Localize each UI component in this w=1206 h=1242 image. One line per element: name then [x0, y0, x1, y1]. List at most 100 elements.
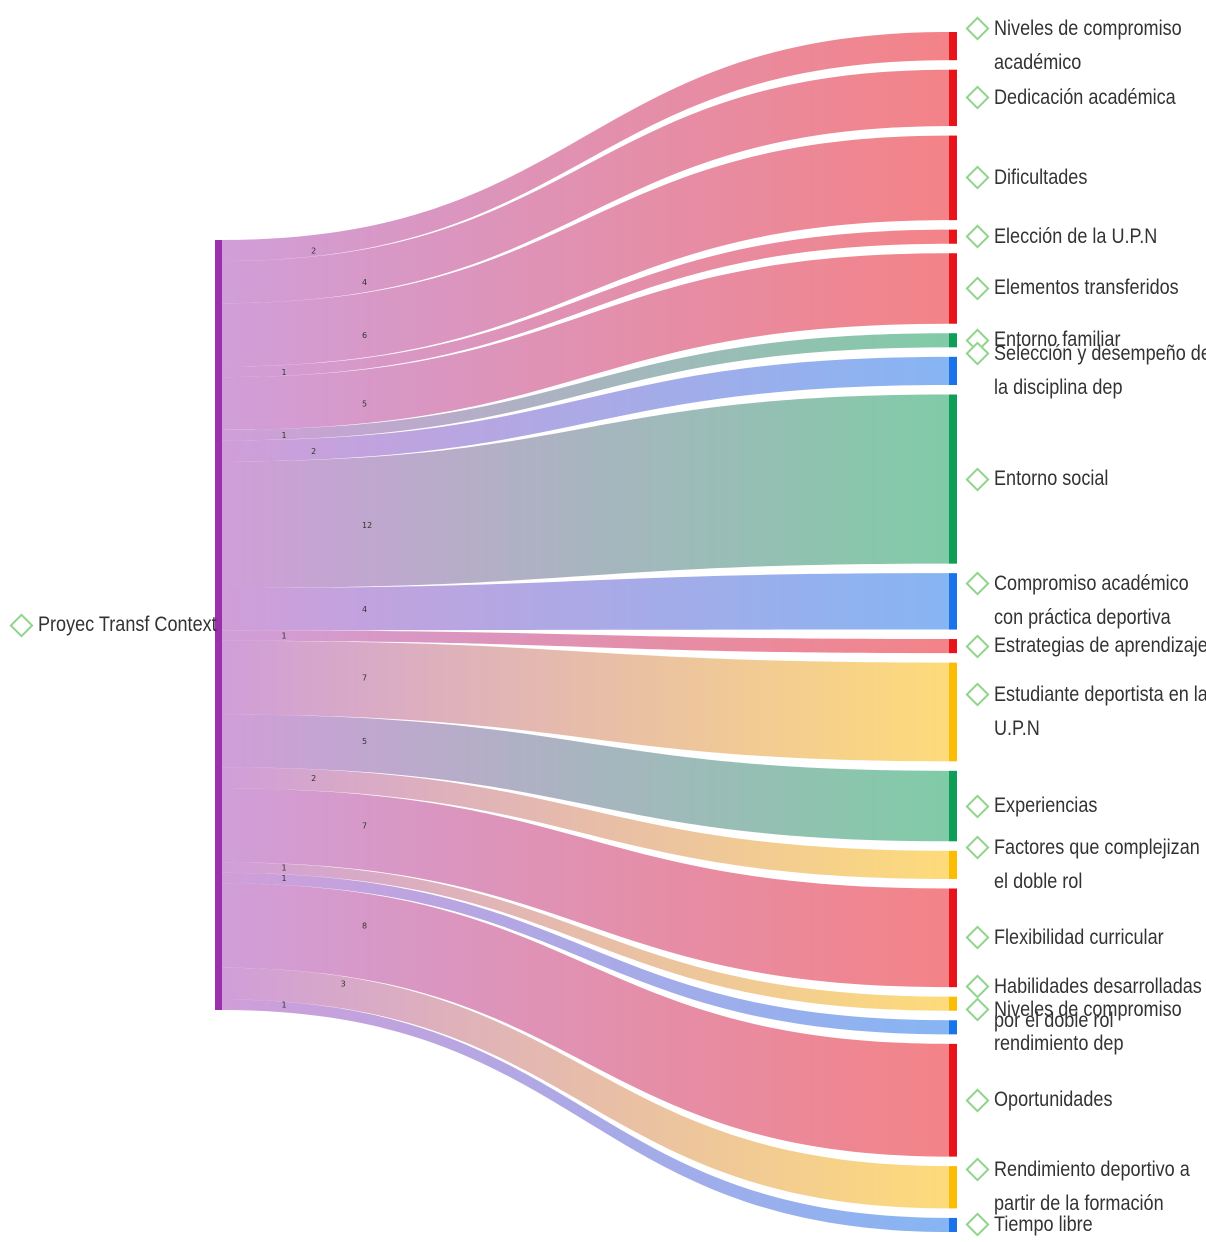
target-node-label: Rendimiento deportivo a partir de la form… [994, 1153, 1190, 1221]
target-node-label: Factores que complejizan el doble rol [994, 831, 1200, 899]
target-node-label-line: Elección de la U.P.N [994, 224, 1158, 248]
target-node-label-line: U.P.N [994, 716, 1040, 740]
sankey-link[interactable] [222, 229, 949, 378]
target-node-label: Elección de la U.P.N [994, 220, 1157, 254]
link-value-label: 12 [362, 521, 372, 530]
target-node-bar[interactable] [949, 770, 957, 842]
target-node-label-line: Estrategias de aprendizaje [994, 634, 1206, 658]
target-node-label-line: académico [994, 51, 1082, 75]
target-node-label: Oportunidades [994, 1083, 1112, 1117]
target-node-bar[interactable] [949, 1020, 957, 1035]
target-node-bar[interactable] [949, 639, 957, 654]
sankey-link[interactable] [222, 356, 949, 462]
sankey-nodes [215, 32, 957, 1232]
target-node-bar[interactable] [949, 333, 957, 348]
link-value-label: 1 [282, 632, 287, 641]
target-node-label: Entorno social [994, 462, 1108, 496]
sankey-link[interactable] [222, 253, 949, 430]
link-value-label: 1 [282, 874, 287, 883]
link-value-label: 1 [282, 864, 287, 873]
sankey-link[interactable] [222, 640, 949, 762]
source-node-label: Proyec Transf Context [38, 613, 217, 636]
link-value-label: 2 [311, 774, 316, 783]
link-value-label: 7 [362, 674, 367, 683]
target-node-label-line: Rendimiento deportivo a [994, 1158, 1190, 1182]
sankey-link[interactable] [222, 32, 949, 262]
sankey-links [222, 32, 949, 1232]
target-node-label-line: Tiempo libre [994, 1212, 1093, 1236]
sankey-link[interactable] [222, 630, 949, 654]
target-node-label: Entorno familiar [994, 323, 1120, 357]
target-node-label: Dedicación académica [994, 81, 1176, 115]
target-node-label-line: Niveles de compromiso [994, 998, 1182, 1022]
target-node-bar[interactable] [949, 356, 957, 386]
target-node-label-line: Entorno social [994, 467, 1109, 491]
sankey-link[interactable] [222, 573, 949, 631]
target-node-label-line: Experiencias [994, 794, 1098, 818]
target-node-label-line: Selección y desempeño de [994, 341, 1206, 365]
link-value-label: 8 [362, 922, 367, 931]
sankey-link[interactable] [222, 788, 949, 988]
sankey-link[interactable] [222, 135, 949, 367]
target-node-label-line: rendimiento dep [994, 1032, 1124, 1056]
target-node-bar[interactable] [949, 229, 957, 244]
target-node-bar[interactable] [949, 32, 957, 61]
link-value-label: 1 [282, 368, 287, 377]
target-node-bar[interactable] [949, 69, 957, 127]
target-node-label: Estudiante deportista en la U.P.N [994, 678, 1206, 746]
link-value-label: 5 [362, 399, 367, 408]
target-node-label-line: la disciplina dep [994, 375, 1123, 399]
link-value-label: 5 [362, 737, 367, 746]
sankey-link[interactable] [222, 872, 949, 1035]
target-node-bar[interactable] [949, 888, 957, 988]
link-value-label: 4 [362, 605, 367, 614]
sankey-link[interactable] [222, 862, 949, 1011]
link-value-label: 2 [311, 247, 316, 256]
target-node-bar[interactable] [949, 135, 957, 221]
sankey-link[interactable] [222, 999, 949, 1232]
sankey-link[interactable] [222, 767, 949, 879]
target-node-label-line: Niveles de compromiso [994, 17, 1182, 41]
link-value-label: 3 [341, 980, 346, 989]
target-node-label-line: el doble rol [994, 869, 1083, 893]
sankey-link[interactable] [222, 967, 949, 1209]
target-node-label: Compromiso académico con práctica deporti… [994, 567, 1189, 635]
target-node-label: Estrategias de aprendizaje [994, 629, 1206, 663]
target-node-label-line: por el doble rol [994, 1008, 1114, 1032]
target-node-bar[interactable] [949, 1166, 957, 1209]
sankey-link[interactable] [222, 333, 949, 441]
target-node-label-line: Dificultades [994, 165, 1088, 189]
target-node-label-line: con práctica deportiva [994, 606, 1171, 630]
target-node-label-line: partir de la formación [994, 1192, 1164, 1216]
link-value-label: 4 [362, 278, 367, 287]
link-value-label: 1 [282, 1001, 287, 1010]
link-value-label: 2 [311, 447, 316, 456]
target-node-label-line: Compromiso académico [994, 572, 1189, 596]
target-node-label: Niveles de compromiso académico [994, 12, 1182, 80]
source-node-bar[interactable] [215, 240, 222, 1010]
sankey-link[interactable] [222, 394, 949, 589]
target-node-bar[interactable] [949, 662, 957, 762]
target-node-label: Tiempo libre [994, 1208, 1093, 1242]
target-node-label-line: Estudiante deportista en la [994, 682, 1206, 706]
target-node-bar[interactable] [949, 253, 957, 324]
link-value-label: 1 [282, 431, 287, 440]
target-node-bar[interactable] [949, 573, 957, 630]
target-node-label-line: Factores que complejizan [994, 835, 1200, 859]
sankey-link[interactable] [222, 714, 949, 842]
sankey-link[interactable] [222, 883, 949, 1157]
target-node-label: Elementos transferidos [994, 271, 1179, 305]
target-node-label-line: Elementos transferidos [994, 276, 1179, 300]
sankey-link[interactable] [222, 69, 949, 304]
target-node-label: Selección y desempeño de la disciplina de… [994, 337, 1206, 405]
target-node-bar[interactable] [949, 850, 957, 879]
target-node-label: Niveles de compromiso rendimiento dep [994, 993, 1182, 1061]
target-node-bar[interactable] [949, 394, 957, 564]
target-node-bar[interactable] [949, 1217, 957, 1232]
target-node-bar[interactable] [949, 1043, 957, 1157]
link-value-label: 7 [362, 821, 367, 830]
target-node-bar[interactable] [949, 996, 957, 1011]
target-node-label: Experiencias [994, 789, 1097, 823]
